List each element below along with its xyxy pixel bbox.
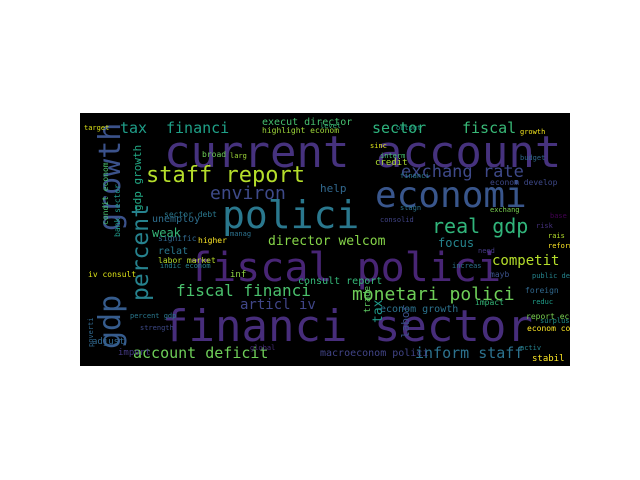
word-cloud-word: econom growth [380,304,459,315]
word-cloud-word: sector [372,119,427,137]
word-cloud-word: gdp growth [131,144,144,211]
word-cloud-word: poverti [87,317,95,347]
word-cloud-word: financi sector [162,301,533,352]
word-cloud-word: highlight econom [262,126,340,135]
word-cloud-word: level [320,122,342,130]
word-cloud-word: base [550,212,567,220]
word-cloud-word: strength [140,324,174,332]
word-cloud-word: financi [166,119,230,137]
word-cloud-word: risk [536,222,553,230]
word-cloud-word: reduc [532,298,554,306]
word-cloud-word: activ [520,344,542,352]
word-cloud-word: credit [375,158,408,168]
word-cloud-word: tax [120,119,148,137]
word-cloud-word: weak [152,226,181,240]
word-cloud-word: articl iv [240,297,316,313]
word-cloud-word: higher [198,236,227,245]
word-cloud-word: budget [520,154,546,162]
word-cloud-word: economi [375,175,527,216]
word-cloud-word: labor [399,304,412,338]
word-cloud-word: trade [363,285,373,313]
word-cloud-word: bank sector [113,184,122,237]
word-cloud-word: econom condit [527,324,570,333]
word-cloud-word: inform staff [415,344,524,362]
word-cloud-word: staff report [146,163,305,188]
word-cloud-word: account deficit [133,344,269,362]
word-cloud-word: environ [210,183,286,204]
word-cloud-word: competit [492,253,560,269]
word-cloud-word: econom develop [490,178,558,187]
word-cloud-word: unemploy [152,214,201,225]
word-cloud-word: stabil [532,354,565,364]
word-cloud-word: manag [230,230,252,238]
word-cloud-word: execut director [262,117,353,128]
word-cloud-word: growth [520,128,546,136]
word-cloud-word: condit econom [101,162,110,225]
word-cloud-word: relat [158,246,189,257]
word-cloud-word: fiscal polici [188,245,502,291]
word-cloud-word: foreign [525,286,559,295]
word-cloud-word: increas [452,262,482,270]
word-cloud-word: real gdp [432,214,529,238]
word-cloud-word: interm [380,152,406,160]
word-cloud-word: exchang rate [401,162,524,182]
word-cloud-word: iv consult [88,270,137,279]
word-cloud-word: percent gdp [130,312,177,320]
word-cloud-word: consolid [380,216,414,224]
word-cloud-word: focus [438,236,475,250]
word-cloud-word: output [396,124,422,132]
word-cloud-word: global [250,344,276,352]
word-cloud-word: adjust [92,337,125,347]
word-cloud-word: import [118,348,151,358]
word-cloud-word: monetari polici [352,284,515,305]
word-cloud-word: report econom [526,312,570,321]
word-cloud-word: financi [400,172,430,180]
word-cloud-word: current account [164,127,562,178]
word-cloud-word: help [320,182,347,195]
word-cloud-word: target [84,124,110,132]
word-cloud-word: rais [548,232,565,240]
word-cloud-word: director welcom [268,234,386,249]
word-cloud-word: percent [128,204,154,301]
word-cloud-word: sinc [370,142,387,150]
word-cloud-word: mayb [490,270,510,279]
word-cloud: current account financi sector fiscal poli… [80,113,570,366]
word-cloud-word: sector debt [164,210,217,219]
word-cloud-word: stagn [400,204,422,212]
word-cloud-word: macroeconom polici [320,348,429,359]
word-cloud-word: public debt [532,272,570,280]
word-cloud-word: surplus [540,317,570,325]
word-cloud-word: polici [222,193,360,237]
word-cloud-word: signific [158,234,197,243]
word-cloud-word: inf [230,270,247,280]
word-cloud-word: impact [475,298,504,307]
word-cloud-word: labor market [158,256,216,265]
word-cloud-word: fiscal financi [176,281,311,300]
word-cloud-word: fiscal [462,119,517,137]
word-cloud-word: need [478,247,495,255]
word-cloud-word: larg [230,152,247,160]
word-cloud-word: indic econom [160,262,211,270]
word-cloud-word: reform [548,242,570,250]
word-cloud-word: consult report [298,276,383,287]
word-cloud-word: broad [202,150,227,159]
word-cloud-word: exchang [490,206,520,214]
